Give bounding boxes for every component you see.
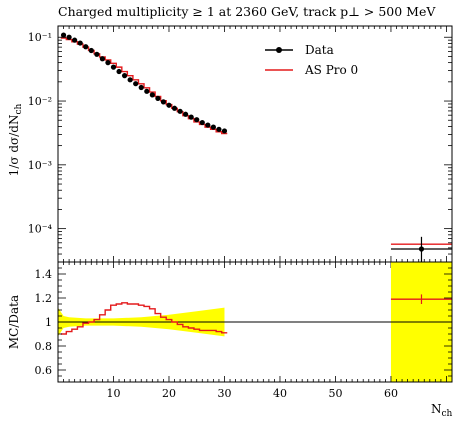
- data-point: [94, 51, 100, 57]
- legend-data-marker: [276, 47, 282, 53]
- data-point: [166, 102, 172, 108]
- x-tick-label: 10: [106, 387, 120, 400]
- legend-mc-label: AS Pro 0: [304, 63, 358, 77]
- data-point: [110, 64, 117, 70]
- data-point: [160, 99, 167, 105]
- chart-title: Charged multiplicity ≥ 1 at 2360 GeV, tr…: [58, 4, 436, 19]
- x-axis-label: Nch: [431, 402, 453, 419]
- data-point: [418, 246, 425, 252]
- main-y-tick-label: 10⁻⁴: [28, 223, 53, 236]
- x-tick-label: 20: [162, 387, 176, 400]
- data-point: [105, 60, 111, 66]
- data-point: [183, 111, 189, 117]
- main-y-tick-label: 10⁻³: [28, 159, 52, 172]
- data-point: [60, 32, 67, 38]
- ratio-y-tick-label: 1.4: [35, 268, 53, 281]
- main-frame: [57, 25, 453, 263]
- main-panel: 10⁻¹ 10⁻² 10⁻³ 10⁻⁴: [28, 25, 453, 272]
- ratio-y-tick-label: 0.8: [35, 340, 53, 353]
- main-y-tick-label: 10⁻²: [28, 95, 52, 108]
- data-point: [149, 92, 155, 98]
- data-point: [205, 122, 211, 128]
- data-point: [199, 119, 205, 126]
- data-point: [121, 73, 128, 79]
- x-tick-label: 60: [384, 387, 398, 400]
- data-point: [221, 128, 228, 134]
- data-point: [177, 108, 183, 114]
- data-point: [127, 77, 133, 83]
- x-tick-label: 40: [273, 387, 287, 400]
- data-point: [116, 68, 122, 75]
- data-point: [216, 126, 222, 132]
- data-point: [138, 84, 144, 91]
- data-point: [83, 44, 89, 50]
- x-tick-label: 30: [217, 387, 231, 400]
- data-point: [155, 95, 161, 101]
- ratio-mc-step-line: [60, 302, 228, 335]
- data-point: [99, 56, 105, 62]
- data-point: [188, 114, 194, 120]
- ratio-panel: 10 20 30 40 50 60 0.6 0.8 1 1.2 1.4: [35, 261, 453, 400]
- legend: Data AS Pro 0: [265, 43, 358, 77]
- main-y-tick-label: 10⁻¹: [28, 31, 52, 44]
- mc-step-line: [60, 37, 228, 135]
- ratio-y-tick-label: 0.6: [35, 364, 53, 377]
- data-point: [66, 34, 72, 40]
- ratio-y-tick-label: 1: [45, 316, 52, 329]
- ratio-y-tick-label: 1.2: [35, 292, 53, 305]
- legend-data-label: Data: [305, 43, 334, 57]
- data-point: [77, 40, 83, 46]
- data-point: [88, 47, 94, 54]
- data-point: [133, 81, 139, 87]
- data-point: [171, 105, 178, 111]
- x-tick-label: 50: [328, 387, 342, 400]
- data-point: [194, 117, 200, 123]
- data-point: [210, 124, 216, 130]
- main-y-axis-label: 1/σ dσ/dNch: [7, 103, 24, 176]
- data-point: [144, 88, 150, 94]
- ratio-y-axis-label: MC/Data: [7, 295, 21, 349]
- data-point: [72, 37, 78, 43]
